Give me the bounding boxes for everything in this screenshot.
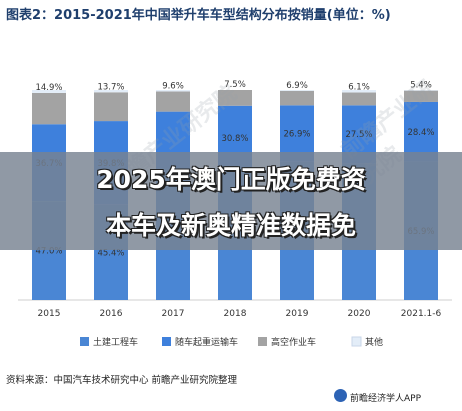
x-tick-3: 2018 xyxy=(224,309,247,319)
legend-swatch-2 xyxy=(258,337,267,346)
x-tick-0: 2015 xyxy=(38,309,61,319)
data-label-2-1: 13.7% xyxy=(97,82,124,92)
data-label-0-1: 45.4% xyxy=(97,248,124,258)
bar-2-4 xyxy=(280,90,314,106)
x-tick-4: 2019 xyxy=(286,309,309,319)
bar-3-6 xyxy=(404,90,438,91)
data-label-0-0: 47.0% xyxy=(35,247,62,257)
x-tick-1: 2016 xyxy=(100,309,123,319)
data-label-1-5: 27.5% xyxy=(345,130,372,140)
legend-label-1: 随车起重运输车 xyxy=(175,336,238,348)
data-label-2-3: 7.5% xyxy=(224,80,246,90)
bar-3-0 xyxy=(32,90,66,93)
banner-line-1: 2025年澳门正版免费资 xyxy=(96,165,366,194)
bar-2-1 xyxy=(94,92,128,122)
legend-swatch-1 xyxy=(162,337,171,346)
x-tick-2: 2017 xyxy=(162,309,185,319)
data-label-2-4: 6.9% xyxy=(286,81,308,91)
legend-swatch-3 xyxy=(351,336,362,347)
chart-title: 图表2：2015-2021年中国举升车车型结构分布按销量(单位：%) xyxy=(6,8,391,23)
data-label-1-4: 26.9% xyxy=(283,130,310,140)
bar-3-4 xyxy=(280,90,314,91)
bar-2-2 xyxy=(156,91,190,112)
bar-2-0 xyxy=(32,92,66,125)
overlay-banner xyxy=(0,152,462,250)
x-axis-ticks: 2015 2016 2017 2018 2019 2020 2021.1-6 xyxy=(38,309,442,319)
legend-swatch-0 xyxy=(80,337,89,346)
legend: 土建工程车 随车起重运输车 高空作业车 其他 xyxy=(80,336,383,348)
x-tick-6: 2021.1-6 xyxy=(401,309,442,319)
legend-label-3: 其他 xyxy=(365,336,383,348)
bar-2-6 xyxy=(404,90,438,102)
source-note: 资料来源：中国汽车技术研究中心 前瞻产业研究院整理 xyxy=(6,375,238,386)
brand-text: 前瞻经济学人APP xyxy=(350,394,422,404)
bar-3-2 xyxy=(156,90,190,92)
bar-3-5 xyxy=(342,90,376,93)
x-tick-5: 2020 xyxy=(348,309,371,319)
data-label-1-3: 30.8% xyxy=(221,134,248,144)
data-label-2-2: 9.6% xyxy=(162,81,184,91)
bar-2-3 xyxy=(218,90,252,106)
data-label-2-0: 14.9% xyxy=(35,83,62,93)
data-label-1-6: 28.4% xyxy=(407,128,434,138)
data-label-2-6: 5.4% xyxy=(410,81,432,91)
legend-label-2: 高空作业车 xyxy=(271,336,316,348)
bar-3-1 xyxy=(94,90,128,93)
bar-1-6 xyxy=(404,101,438,162)
bar-2-5 xyxy=(342,92,376,106)
banner-line-2: 本车及新奥精准数据免 xyxy=(105,211,356,240)
brand-logo-icon xyxy=(334,389,347,402)
data-label-2-5: 6.1% xyxy=(348,83,370,93)
legend-label-0: 土建工程车 xyxy=(93,336,138,348)
